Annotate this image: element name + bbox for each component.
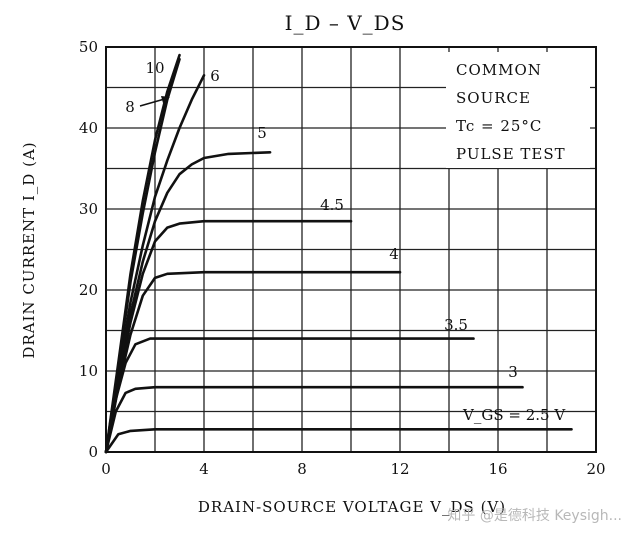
y-tick-label: 50 bbox=[79, 38, 98, 56]
note-line-2: SOURCE bbox=[456, 89, 531, 107]
x-tick-label: 8 bbox=[297, 460, 307, 478]
curve-label-10: 10 bbox=[145, 59, 164, 77]
y-tick-label: 20 bbox=[79, 281, 98, 299]
curve-vgs-10 bbox=[104, 53, 181, 454]
curve-vgs-4.5 bbox=[104, 219, 353, 454]
note-background bbox=[446, 52, 590, 168]
y-axis-label: DRAIN CURRENT I_D (A) bbox=[20, 141, 38, 358]
test-conditions: COMMON SOURCE Tc = 25°C PULSE TEST bbox=[456, 61, 566, 163]
note-line-4: PULSE TEST bbox=[456, 145, 566, 163]
plot-frame bbox=[105, 46, 597, 453]
curve-vgs-2.5 bbox=[104, 427, 573, 454]
curve-label-6: 6 bbox=[210, 67, 220, 85]
curve-label-5: 5 bbox=[257, 124, 267, 142]
y-tick-label: 40 bbox=[79, 119, 98, 137]
x-axis-label: DRAIN-SOURCE VOLTAGE V_DS (V) bbox=[198, 498, 506, 516]
curve-label-vgs: V_GS = 2.5 V bbox=[462, 406, 566, 424]
curve-label-3: 3 bbox=[508, 363, 518, 381]
label-arrowhead-8 bbox=[161, 96, 170, 103]
curve-label-8: 8 bbox=[125, 98, 135, 116]
watermark-text: 知乎 @是德科技 Keysigh... bbox=[447, 507, 622, 524]
y-tick-label: 10 bbox=[79, 362, 98, 380]
curve-vgs-6 bbox=[104, 74, 206, 454]
curve-vgs-5 bbox=[104, 151, 272, 454]
y-tick-label: 30 bbox=[79, 200, 98, 218]
x-tick-label: 16 bbox=[488, 460, 507, 478]
curve-vgs-3.5 bbox=[104, 337, 475, 454]
y-tick-labels: 0 10 20 30 40 50 bbox=[79, 38, 98, 461]
x-tick-label: 12 bbox=[390, 460, 409, 478]
curve-label-3.5: 3.5 bbox=[444, 316, 468, 334]
vgs-curves bbox=[104, 53, 573, 454]
y-tick-label: 0 bbox=[88, 443, 98, 461]
curve-label-4.5: 4.5 bbox=[320, 196, 344, 214]
vgs-curve-labels: V_GS = 2.5 V 3 3.5 4 4.5 5 6 8 10 bbox=[125, 59, 566, 424]
curve-label-4: 4 bbox=[389, 245, 399, 263]
note-line-1: COMMON bbox=[456, 61, 542, 79]
x-tick-labels: 0 4 8 12 16 20 bbox=[101, 460, 605, 478]
curve-vgs-3 bbox=[104, 385, 524, 454]
note-line-3: Tc = 25°C bbox=[456, 117, 542, 135]
x-tick-label: 4 bbox=[199, 460, 209, 478]
x-tick-label: 0 bbox=[101, 460, 111, 478]
curve-vgs-4 bbox=[104, 270, 402, 454]
chart-title: I_D – V_DS bbox=[285, 11, 406, 35]
x-tick-label: 20 bbox=[586, 460, 605, 478]
